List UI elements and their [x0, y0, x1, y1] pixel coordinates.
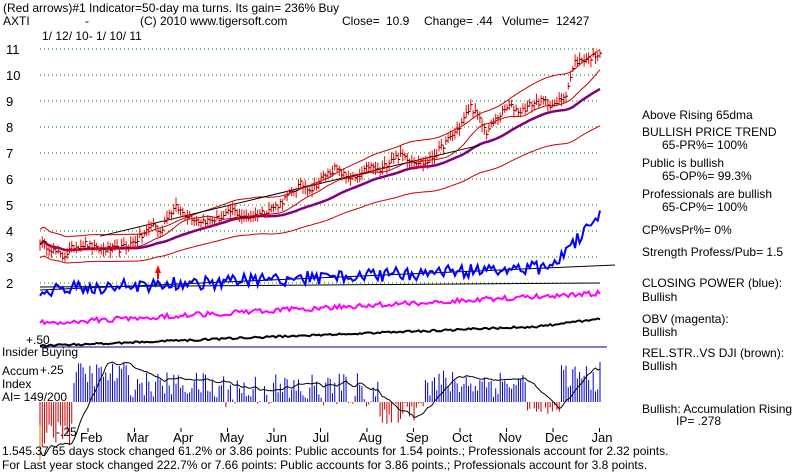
- copyright: (C) 2010 www.tigersoft.com: [140, 14, 288, 28]
- y-tick-label: 3: [6, 250, 13, 265]
- op-pct: 65-OP%= 99.3%: [662, 169, 752, 183]
- relstr-value: Bullish: [642, 359, 678, 373]
- indicator-headline: (Red arrows)#1 Indicator=50-day ma turns…: [3, 1, 340, 15]
- minus25-label: -.25: [56, 425, 77, 439]
- x-tick-label: Dec: [545, 430, 569, 445]
- change-label: Change=: [424, 14, 474, 28]
- ip-value: IP= .278: [676, 414, 722, 428]
- bullish-trend-title: BULLISH PRICE TREND: [642, 125, 777, 139]
- obv-trendline: [39, 282, 601, 288]
- date-range: 1/ 12/ 10- 1/ 10/ 11: [42, 29, 142, 43]
- pros-title: Professionals are bullish: [642, 187, 773, 201]
- cp-pct: 65-CP%= 100%: [662, 200, 748, 214]
- x-tick-label: Feb: [80, 430, 102, 445]
- accum-title: Bullish: Accumulation Rising: [642, 402, 793, 416]
- y-tick-label: 5: [6, 198, 13, 213]
- change-value: .44: [476, 14, 493, 28]
- x-tick-label: Sep: [406, 430, 429, 445]
- upper-band: [39, 49, 601, 238]
- close-label: Close=: [342, 14, 380, 28]
- x-tick-label: Nov: [499, 430, 523, 445]
- strength-ratio: Strength Profess/Pub= 1.5: [642, 245, 784, 259]
- obv-title: OBV (magenta):: [642, 312, 729, 326]
- accumulation-histogram: [39, 361, 601, 460]
- rel-strength-line: [39, 317, 601, 348]
- y-tick-label: 2: [6, 276, 13, 291]
- volume-label: Volume=: [502, 14, 550, 28]
- obv-line: [39, 288, 601, 326]
- accum-ma-line: [39, 361, 601, 457]
- x-axis-labels: Feb Mar Apr May Jun Jul Aug Sep Oct Nov Dec Jan: [80, 428, 612, 445]
- price-bands: [39, 49, 601, 264]
- y-tick-label: 6: [6, 172, 13, 187]
- x-tick-label: Apr: [173, 430, 194, 445]
- plus25-label: +.25: [40, 363, 64, 377]
- closing-power-value: Bullish: [642, 290, 678, 304]
- close-value: 10.9: [386, 14, 410, 28]
- x-tick-label: Mar: [127, 430, 150, 445]
- above-ma-label: Above Rising 65dma: [642, 108, 753, 122]
- x-tick-label: Oct: [452, 430, 473, 445]
- short-ma-line: [39, 69, 601, 251]
- x-tick-label: Jan: [592, 430, 613, 445]
- closing-power-title: CLOSING POWER (blue):: [642, 276, 783, 290]
- obv-value: Bullish: [642, 325, 678, 339]
- closing-power-line: [39, 210, 601, 298]
- y-axis-labels: 11 10 9 8 7 6 5 4 3 2: [6, 42, 20, 291]
- pr-pct: 65-PR%= 100%: [662, 138, 748, 152]
- buy-arrow: [155, 265, 161, 279]
- x-tick-label: Jun: [266, 430, 287, 445]
- indicator-lines: [39, 210, 607, 348]
- x-tick-label: Jul: [313, 430, 330, 445]
- cp-vs-pr: CP%vsPr%= 0%: [642, 223, 732, 237]
- ai-value: AI= 149/200: [2, 390, 68, 404]
- ma65-line: [39, 87, 601, 252]
- y-tick-label: 8: [6, 120, 13, 135]
- accum-label: Accum: [2, 364, 39, 378]
- footer-65day: 1.545.37 65 days stock changed 61.2% or …: [2, 444, 669, 458]
- x-tick-label: May: [220, 430, 245, 445]
- public-title: Public is bullish: [642, 156, 725, 170]
- y-tick-label: 10: [6, 68, 20, 83]
- price-bars: [39, 47, 602, 279]
- header-dash: -: [85, 14, 89, 28]
- relstr-title: REL.STR..VS DJI (brown):: [642, 346, 785, 360]
- y-tick-label: 4: [6, 224, 13, 239]
- ticker-symbol: AXTI: [3, 14, 30, 28]
- lower-band: [39, 125, 601, 264]
- plus50-label: +.50: [26, 333, 50, 347]
- y-tick-label: 7: [6, 146, 13, 161]
- trend-lines: [39, 144, 616, 291]
- y-tick-label: 11: [6, 42, 20, 57]
- insider-buying-label: Insider Buying: [2, 345, 79, 359]
- x-tick-label: Aug: [359, 430, 382, 445]
- index-label: Index: [2, 377, 32, 391]
- volume-value: 12427: [556, 14, 590, 28]
- y-tick-label: 9: [6, 94, 13, 109]
- footer-lastyear: For Last year stock changed 222.7% or 7.…: [2, 458, 648, 472]
